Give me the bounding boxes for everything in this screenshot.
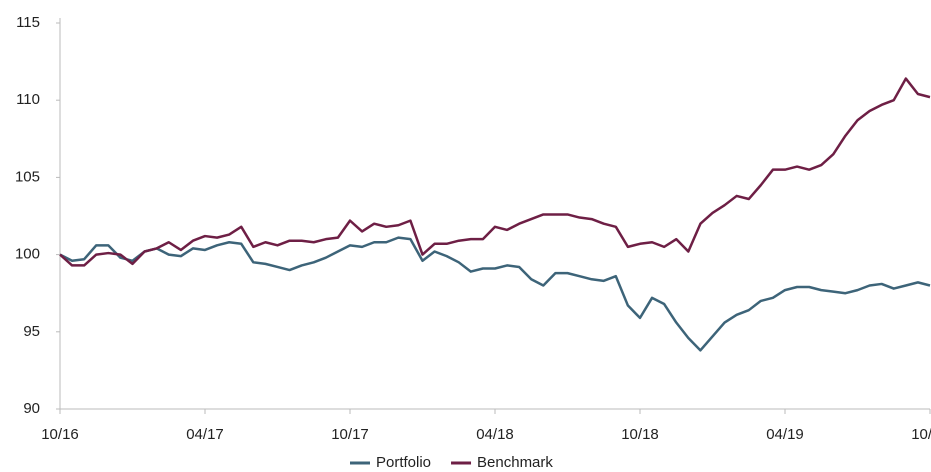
x-tick-label: 04/19 <box>766 426 804 443</box>
x-tick-label: 10/18 <box>621 426 659 443</box>
y-tick-label: 105 <box>15 168 40 185</box>
x-tick-label: 10/16 <box>41 426 79 443</box>
y-tick-label: 95 <box>23 323 40 340</box>
x-tick-label: 10/17 <box>331 426 369 443</box>
y-tick-label: 110 <box>16 91 40 108</box>
series-line <box>59 77 931 267</box>
y-tick-label: 115 <box>16 14 40 31</box>
x-tick-label: 04/17 <box>186 426 224 443</box>
x-tick-label: 04/18 <box>476 426 514 443</box>
series-line <box>59 236 931 352</box>
x-tick-label: 10/19 <box>911 426 931 443</box>
legend-label: Benchmark <box>477 454 553 471</box>
y-tick-label: 90 <box>23 400 40 417</box>
y-tick-label: 100 <box>15 246 40 263</box>
legend-label: Portfolio <box>376 454 431 471</box>
